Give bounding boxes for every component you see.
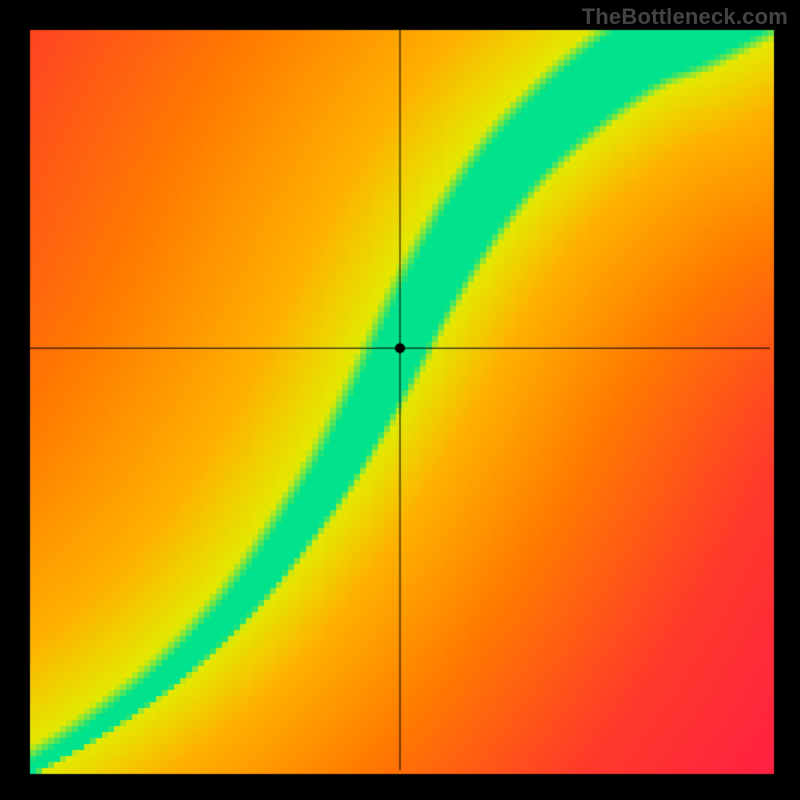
chart-container: TheBottleneck.com (0, 0, 800, 800)
watermark-text: TheBottleneck.com (582, 4, 788, 30)
heatmap-canvas (0, 0, 800, 800)
